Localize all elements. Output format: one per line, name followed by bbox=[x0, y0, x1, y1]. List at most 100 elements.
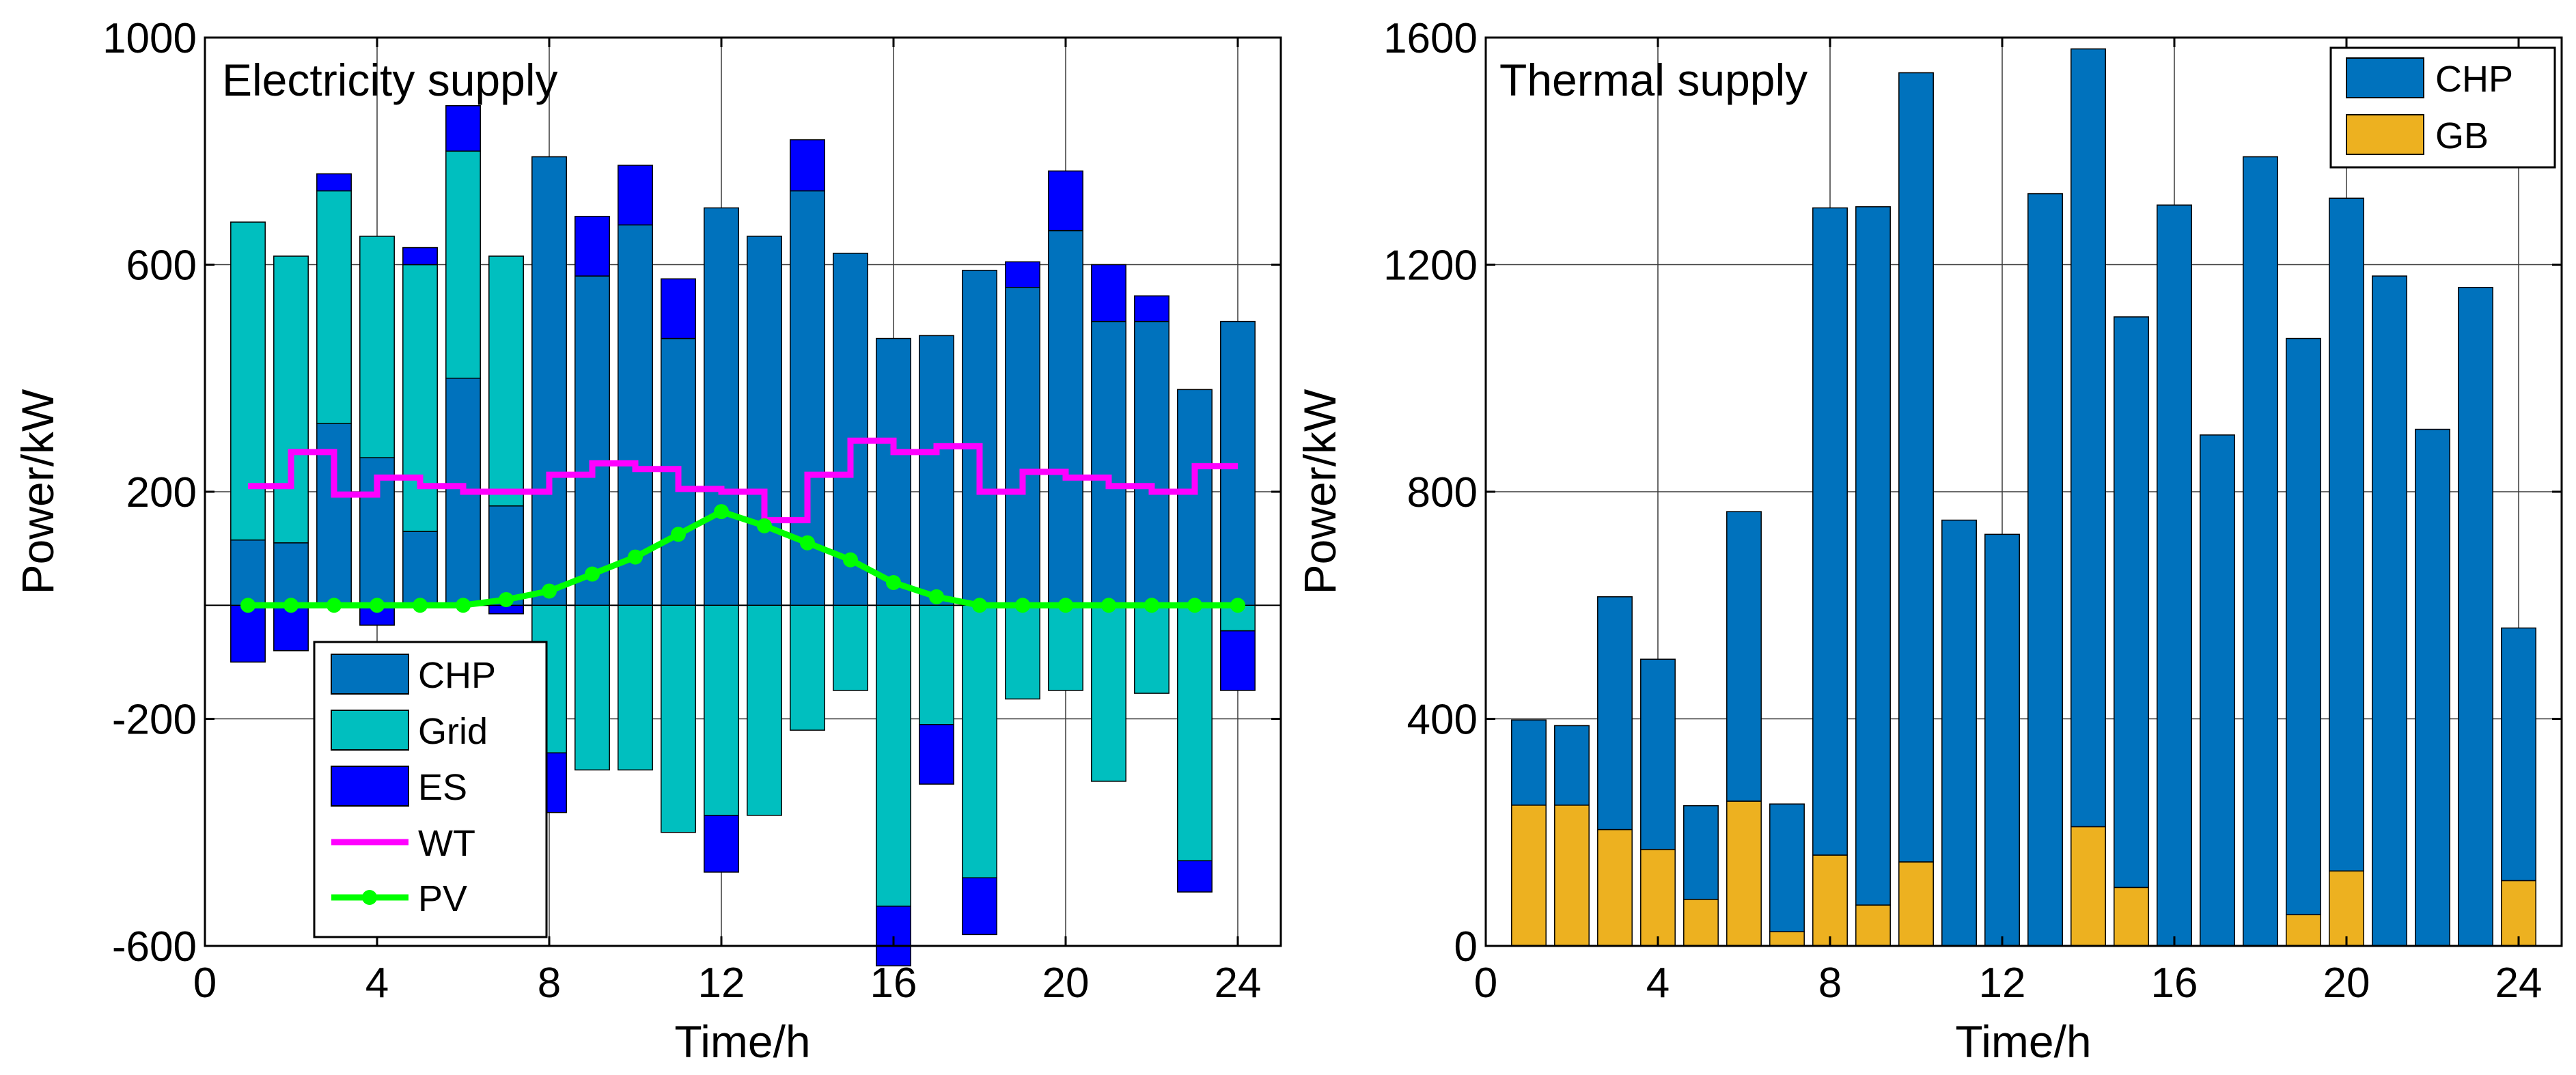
right-y-tick-label: 800 bbox=[1407, 469, 1478, 516]
bar-es-17 bbox=[919, 724, 954, 785]
bar-chp-9 bbox=[574, 275, 610, 606]
right-x-tick-label: 0 bbox=[1474, 960, 1497, 1007]
thermal-bar-gb-20 bbox=[2329, 870, 2364, 947]
thermal-bar-gb-4 bbox=[1640, 848, 1676, 947]
right-y-tick-label: 400 bbox=[1407, 697, 1478, 744]
thermal-bar-chp-13 bbox=[2027, 193, 2063, 947]
thermal-bar-chp-4 bbox=[1640, 658, 1676, 850]
pv-marker-11 bbox=[671, 527, 686, 542]
bar-grid-16 bbox=[876, 604, 911, 907]
right-y-tick-label: 1600 bbox=[1383, 15, 1478, 62]
right-y-tick-label: 0 bbox=[1454, 923, 1478, 971]
bar-es-20 bbox=[1048, 170, 1083, 232]
thermal-bar-chp-24 bbox=[2501, 627, 2536, 882]
thermal-bar-chp-2 bbox=[1554, 725, 1590, 806]
left-x-tick-label: 8 bbox=[538, 960, 561, 1007]
legend-chp-label: CHP bbox=[418, 655, 496, 696]
thermal-bar-gb-5 bbox=[1683, 899, 1719, 947]
pv-marker-14 bbox=[800, 535, 815, 550]
left-x-tick-label: 12 bbox=[698, 960, 745, 1007]
right-x-tick-label: 24 bbox=[2495, 960, 2543, 1007]
bar-chp-8 bbox=[531, 156, 567, 606]
right-x-tick-label: 20 bbox=[2323, 960, 2370, 1007]
bar-grid-13 bbox=[747, 604, 782, 816]
thermal-bar-gb-14 bbox=[2071, 826, 2106, 947]
right-bars bbox=[1511, 48, 2536, 947]
bar-es-6 bbox=[445, 105, 481, 152]
right-x-tick-label: 16 bbox=[2151, 960, 2198, 1007]
bar-grid-22 bbox=[1134, 604, 1169, 694]
pv-marker-24 bbox=[1230, 598, 1245, 613]
left-x-tick-label: 16 bbox=[870, 960, 917, 1007]
thermal-bar-chp-10 bbox=[1898, 72, 1934, 863]
bar-es-12 bbox=[704, 815, 739, 873]
thermal-bar-chp-23 bbox=[2458, 287, 2493, 947]
thermal-bar-gb-6 bbox=[1726, 800, 1762, 947]
right-y-tick-labels: 0 400 800 1200 1600 bbox=[1383, 15, 1478, 971]
bar-es-11 bbox=[661, 278, 696, 339]
bar-chp-17 bbox=[919, 335, 954, 606]
bar-chp-15 bbox=[833, 253, 868, 606]
thermal-bar-chp-17 bbox=[2200, 434, 2235, 947]
pv-marker-13 bbox=[757, 518, 772, 533]
bar-chp-13 bbox=[747, 236, 782, 606]
bar-es-24 bbox=[1220, 630, 1256, 691]
pv-marker-22 bbox=[1144, 598, 1159, 613]
pv-marker-17 bbox=[929, 589, 944, 604]
right-x-tick-label: 8 bbox=[1818, 960, 1842, 1007]
thermal-bar-chp-3 bbox=[1597, 596, 1633, 830]
left-x-tick-label: 0 bbox=[193, 960, 217, 1007]
bar-grid-1 bbox=[230, 221, 266, 541]
pv-marker-15 bbox=[843, 552, 858, 568]
bar-es-23 bbox=[1177, 860, 1213, 893]
thermal-bar-gb-15 bbox=[2114, 886, 2149, 947]
left-x-tick-label: 24 bbox=[1215, 960, 1262, 1007]
pv-marker-20 bbox=[1058, 598, 1073, 613]
bar-es-5 bbox=[402, 247, 438, 266]
bar-es-16 bbox=[876, 906, 911, 966]
legend-grid-label: Grid bbox=[418, 711, 488, 752]
thermal-bar-chp-18 bbox=[2243, 156, 2278, 947]
bar-grid-11 bbox=[661, 604, 696, 833]
bar-es-14 bbox=[790, 139, 825, 192]
bar-chp-7 bbox=[488, 505, 524, 606]
bar-grid-19 bbox=[1005, 604, 1040, 700]
bar-grid-15 bbox=[833, 604, 868, 691]
bar-grid-4 bbox=[359, 236, 395, 458]
left-bars bbox=[230, 105, 1256, 966]
left-lines bbox=[240, 437, 1245, 613]
bar-grid-6 bbox=[445, 150, 481, 379]
right-ticks bbox=[1484, 36, 2562, 947]
thermal-bar-chp-7 bbox=[1769, 803, 1805, 932]
thermal-bar-chp-15 bbox=[2114, 316, 2149, 889]
legend-grid-swatch bbox=[331, 710, 409, 751]
pv-marker-1 bbox=[240, 598, 255, 613]
legend-gb-swatch bbox=[2346, 114, 2424, 155]
bar-es-19 bbox=[1005, 261, 1040, 288]
right-x-tick-label: 4 bbox=[1646, 960, 1670, 1007]
bar-es-9 bbox=[574, 216, 610, 277]
pv-marker-21 bbox=[1101, 598, 1116, 613]
bar-grid-3 bbox=[316, 190, 352, 424]
thermal-bar-chp-22 bbox=[2415, 428, 2450, 947]
bar-es-18 bbox=[962, 877, 997, 936]
pv-marker-16 bbox=[886, 575, 901, 590]
thermal-bar-chp-20 bbox=[2329, 197, 2364, 872]
thermal-bar-gb-10 bbox=[1898, 861, 1934, 947]
pv-marker-10 bbox=[628, 549, 643, 565]
legend-thermal-chp-swatch bbox=[2346, 57, 2424, 98]
left-legend: CHP Grid ES WT PV bbox=[313, 641, 548, 938]
thermal-bar-gb-3 bbox=[1597, 828, 1633, 947]
legend-es-label: ES bbox=[418, 767, 467, 808]
thermal-bar-chp-21 bbox=[2372, 275, 2407, 947]
thermal-bar-chp-12 bbox=[1984, 533, 2020, 947]
bar-chp-12 bbox=[704, 207, 739, 606]
bar-grid-20 bbox=[1048, 604, 1083, 691]
left-x-axis-label: Time/h bbox=[674, 1016, 810, 1067]
pv-marker-5 bbox=[413, 598, 428, 613]
thermal-bar-chp-11 bbox=[1941, 519, 1977, 947]
legend-gb-label: GB bbox=[2435, 115, 2489, 156]
pv-marker-2 bbox=[283, 598, 299, 613]
pv-marker-7 bbox=[499, 591, 514, 607]
